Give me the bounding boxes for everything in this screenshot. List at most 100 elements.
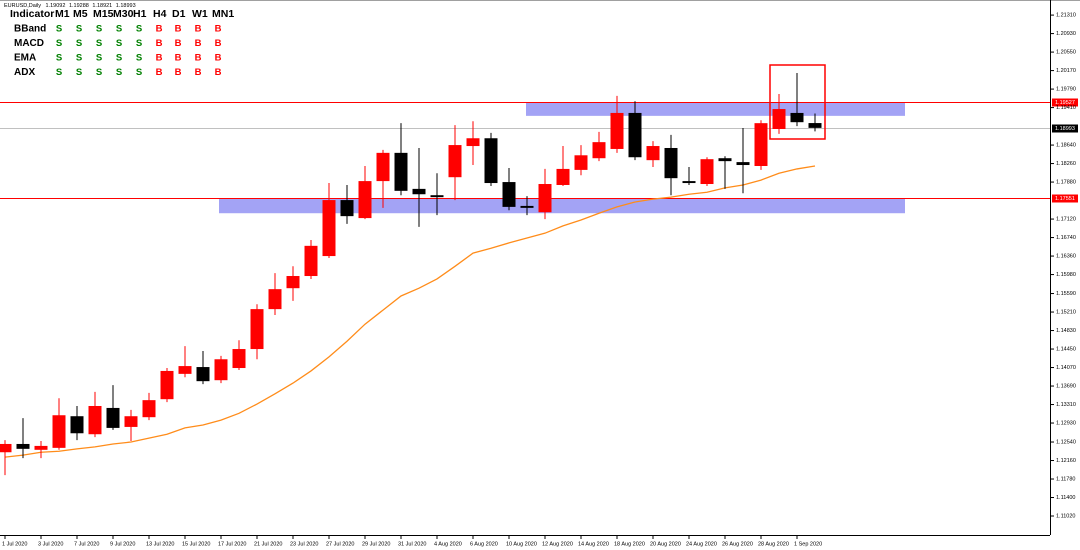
signal: B — [156, 24, 163, 35]
x-tick-label: 3 Jul 2020 — [38, 541, 63, 547]
table-header: M30 — [113, 8, 134, 20]
signal: S — [96, 67, 102, 78]
price-zone — [219, 198, 905, 214]
axes: 1.19527 1.18993 1.17551 1.21310 1.20930 1.205… — [2, 13, 1078, 547]
candle-body — [88, 405, 102, 435]
y-tick-label: 1.18640 — [1056, 143, 1076, 149]
x-tick-label: 7 Jul 2020 — [74, 541, 99, 547]
candle-body — [682, 181, 696, 184]
candle-body — [538, 184, 552, 213]
y-tick-label: 1.17880 — [1056, 180, 1076, 186]
x-tick-label: 18 Aug 2020 — [614, 541, 645, 547]
x-tick-label: 6 Aug 2020 — [470, 541, 498, 547]
candle-body — [358, 181, 372, 219]
last-close: 1.18993 — [116, 3, 136, 9]
candle-body — [556, 168, 570, 185]
x-tick-label: 31 Jul 2020 — [398, 541, 426, 547]
candle-body — [250, 309, 264, 350]
candle-body — [592, 142, 606, 159]
candle-body — [790, 112, 804, 123]
candle-body — [718, 158, 732, 162]
y-tick-label: 1.15590 — [1056, 291, 1076, 297]
zones — [219, 102, 905, 214]
x-tick-label: 4 Aug 2020 — [434, 541, 462, 547]
x-tick-label: 28 Aug 2020 — [758, 541, 789, 547]
table-header: W1 — [192, 8, 208, 20]
candle-body — [484, 138, 498, 184]
candles — [0, 73, 822, 476]
y-tick-label: 1.11400 — [1056, 495, 1075, 501]
signal: S — [136, 38, 142, 49]
y-tick-label: 1.20930 — [1056, 31, 1076, 37]
signal: S — [56, 67, 62, 78]
signal: B — [156, 53, 163, 64]
signal: S — [116, 53, 122, 64]
candle-body — [430, 195, 444, 198]
signal: B — [156, 67, 163, 78]
signal: S — [56, 38, 62, 49]
table-header: Indicator — [10, 8, 54, 20]
y-tick-label: 1.19410 — [1056, 105, 1076, 111]
signal: S — [136, 24, 142, 35]
candle-body — [196, 367, 210, 382]
x-tick-label: 1 Jul 2020 — [2, 541, 27, 547]
symbol-title: EURUSD,Daily 1.19092 1.19288 1.18921 1.1… — [4, 3, 136, 9]
candle-body — [304, 245, 318, 277]
candle-body — [700, 159, 714, 185]
candle-body — [178, 366, 192, 374]
y-tick-label: 1.12160 — [1056, 458, 1076, 464]
candle-body — [124, 416, 138, 427]
y-tick-label: 1.20170 — [1056, 68, 1076, 74]
table-header: M5 — [73, 8, 88, 20]
candle-body — [466, 138, 480, 147]
candle-body — [214, 359, 228, 381]
y-tick-label: 1.13310 — [1056, 402, 1076, 408]
highlight-box — [769, 64, 826, 140]
price-label: 1.18993 — [1055, 126, 1075, 132]
y-tick-label: 1.12540 — [1056, 439, 1076, 445]
candle-body — [268, 289, 282, 310]
signal: B — [215, 24, 222, 35]
indicator-name: BBand — [14, 24, 46, 35]
y-tick-label: 1.15210 — [1056, 309, 1076, 315]
candle-body — [394, 152, 408, 191]
price-label-box — [1052, 98, 1078, 107]
price-label-box — [1052, 124, 1078, 133]
candle-body — [16, 443, 30, 449]
signal: S — [76, 24, 82, 35]
x-tick-label: 20 Aug 2020 — [650, 541, 681, 547]
price-label: 1.19527 — [1055, 100, 1075, 106]
indicator-name: ADX — [14, 67, 35, 78]
signal: B — [195, 67, 202, 78]
signal: S — [96, 24, 102, 35]
last-open: 1.19092 — [46, 3, 66, 9]
signal: S — [76, 38, 82, 49]
signal: B — [195, 24, 202, 35]
indicator-name: MACD — [14, 38, 44, 49]
y-tick-label: 1.11780 — [1056, 476, 1075, 482]
candle-body — [232, 349, 246, 369]
signal: S — [76, 67, 82, 78]
signal: B — [156, 38, 163, 49]
candle-body — [106, 407, 120, 428]
y-tick-label: 1.14830 — [1056, 328, 1076, 334]
y-tick-label: 1.11020 — [1056, 513, 1075, 519]
candle-body — [0, 443, 12, 453]
indicator-name: EMA — [14, 53, 36, 64]
candle-body — [142, 400, 156, 418]
signal: S — [116, 24, 122, 35]
overlays — [4, 165, 816, 458]
x-tick-label: 21 Jul 2020 — [254, 541, 282, 547]
signal: B — [215, 67, 222, 78]
horizontal-lines — [0, 102, 1050, 199]
y-tick-label: 1.16360 — [1056, 254, 1076, 260]
signal: B — [175, 38, 182, 49]
x-tick-label: 24 Aug 2020 — [686, 541, 717, 547]
signal: B — [175, 67, 182, 78]
candle-body — [376, 152, 390, 182]
candle-body — [520, 205, 534, 208]
y-tick-label: 1.17120 — [1056, 217, 1076, 223]
table-header: D1 — [172, 8, 186, 20]
candle-body — [610, 112, 624, 149]
